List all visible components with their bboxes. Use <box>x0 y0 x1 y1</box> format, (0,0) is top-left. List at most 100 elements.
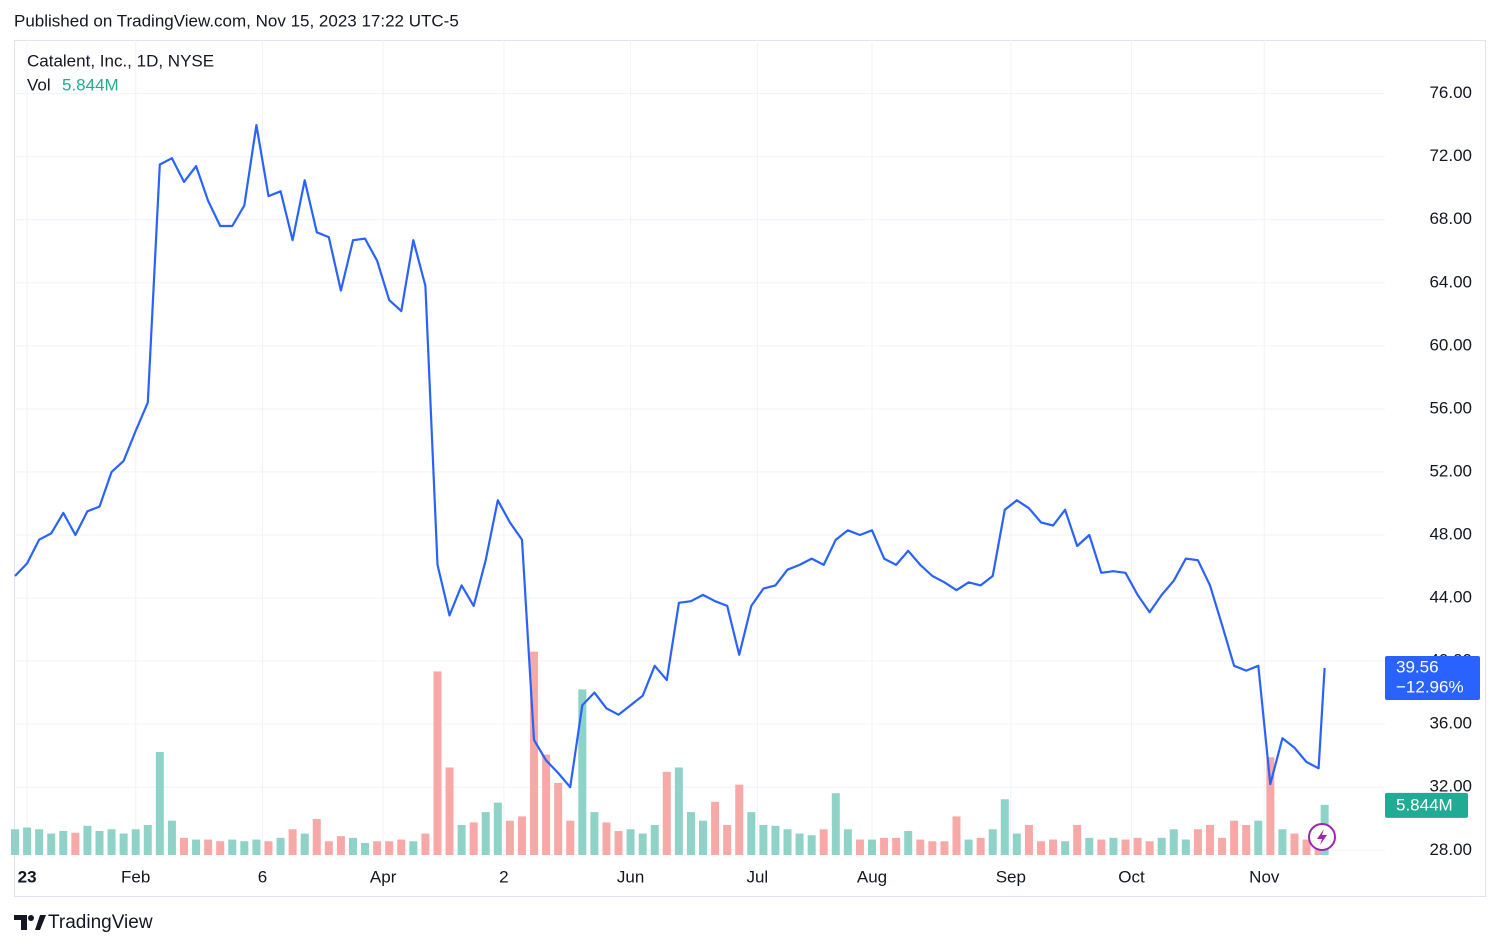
brand: TradingView <box>48 912 153 933</box>
volume-bar <box>988 829 997 855</box>
volume-bar <box>1302 839 1311 855</box>
volume-bar <box>1193 829 1202 855</box>
volume-bar <box>1157 837 1166 855</box>
volume-bar <box>578 689 587 855</box>
price-line <box>14 124 1326 789</box>
volume-bar <box>542 754 551 855</box>
volume-bars <box>11 651 1329 855</box>
volume-bar <box>71 832 80 855</box>
volume-name: Vol <box>27 75 51 94</box>
y-tick-label: 48.00 <box>1429 524 1472 543</box>
volume-bar <box>1121 839 1130 855</box>
x-tick-label: Oct <box>1118 867 1145 886</box>
volume-bar <box>735 784 744 855</box>
volume-bar <box>83 825 92 855</box>
volume-bar <box>1254 820 1263 855</box>
chart-title: Catalent, Inc., 1D, NYSE <box>27 51 214 70</box>
volume-bar <box>240 841 249 855</box>
volume-bar <box>614 830 623 855</box>
x-tick-label: Jun <box>617 867 644 886</box>
volume-bar <box>590 812 599 855</box>
volume-bar <box>505 820 514 855</box>
volume-bar <box>952 816 961 855</box>
volume-bar <box>361 842 370 855</box>
volume-bar <box>868 839 877 855</box>
volume-bar <box>445 767 454 855</box>
volume-bar <box>1073 824 1082 855</box>
logo <box>14 915 46 930</box>
x-tick-label: Feb <box>121 867 150 886</box>
volume-bar <box>179 837 188 855</box>
volume-bar <box>964 839 973 855</box>
volume-bar <box>1024 824 1033 855</box>
volume-bar <box>517 816 526 855</box>
change-label: −12.96% <box>1396 678 1464 697</box>
x-tick-label: Nov <box>1249 867 1280 886</box>
volume-bar <box>409 841 418 855</box>
volume-bar <box>650 824 659 855</box>
volume-bar <box>831 793 840 855</box>
volume-bar <box>1218 837 1227 855</box>
last-volume-label: 5.844M <box>1396 795 1453 814</box>
volume-bar <box>59 830 68 855</box>
x-tick-label: Jul <box>746 867 768 886</box>
volume-bar <box>976 837 985 855</box>
volume-bar <box>131 829 140 855</box>
plot <box>14 124 1326 789</box>
x-tick-label: 2 <box>499 867 508 886</box>
grid <box>15 40 1385 855</box>
volume-bar <box>880 837 889 855</box>
volume-bar <box>288 829 297 855</box>
volume-bar <box>155 752 164 855</box>
volume-bar <box>107 829 116 855</box>
volume-bar <box>481 812 490 855</box>
volume-bar <box>23 827 32 855</box>
volume-bar <box>216 841 225 855</box>
volume-bar <box>204 839 213 855</box>
publisher: Published on TradingView.com, Nov 15, 20… <box>14 11 459 30</box>
volume-bar <box>1169 829 1178 855</box>
volume-bar <box>1145 841 1154 855</box>
volume-bar <box>892 837 901 855</box>
volume-bar <box>686 812 695 855</box>
x-tick-label: Sep <box>996 867 1026 886</box>
volume-bar <box>433 671 442 855</box>
lightning-icon[interactable] <box>1308 823 1336 851</box>
volume-bar <box>904 830 913 855</box>
last-price-label: 39.56 <box>1396 658 1439 677</box>
volume-bar <box>795 833 804 855</box>
volume-bar <box>638 833 647 855</box>
x-tick-label: Apr <box>370 867 397 886</box>
y-tick-label: 32.00 <box>1429 777 1472 796</box>
volume-bar <box>300 833 309 855</box>
y-tick-label: 36.00 <box>1429 714 1472 733</box>
volume-label-box <box>1385 792 1468 818</box>
x-tick-label: 6 <box>258 867 267 886</box>
y-tick-label: 72.00 <box>1429 146 1472 165</box>
volume-bar <box>469 822 478 855</box>
frame <box>14 40 1486 897</box>
volume-bar <box>626 829 635 855</box>
y-tick-label: 64.00 <box>1429 272 1472 291</box>
volume-bar <box>47 833 56 855</box>
y-tick-label: 28.00 <box>1429 840 1472 859</box>
volume-bar <box>119 833 128 855</box>
volume-bar <box>348 837 357 855</box>
volume-bar <box>1266 757 1275 855</box>
y-tick-label: 44.00 <box>1429 588 1472 607</box>
y-tick-label: 60.00 <box>1429 335 1472 354</box>
volume-legend-value: 5.844M <box>62 75 119 94</box>
volume-bar <box>1278 829 1287 855</box>
volume-bar <box>167 820 176 855</box>
volume-bar <box>1012 833 1021 855</box>
volume-bar <box>855 839 864 855</box>
volume-bar <box>143 824 152 855</box>
volume-bar <box>421 833 430 855</box>
volume-bar <box>771 825 780 855</box>
volume-bar <box>602 822 611 855</box>
volume-bar <box>264 841 273 855</box>
volume-bar <box>699 820 708 855</box>
volume-bar <box>940 841 949 855</box>
